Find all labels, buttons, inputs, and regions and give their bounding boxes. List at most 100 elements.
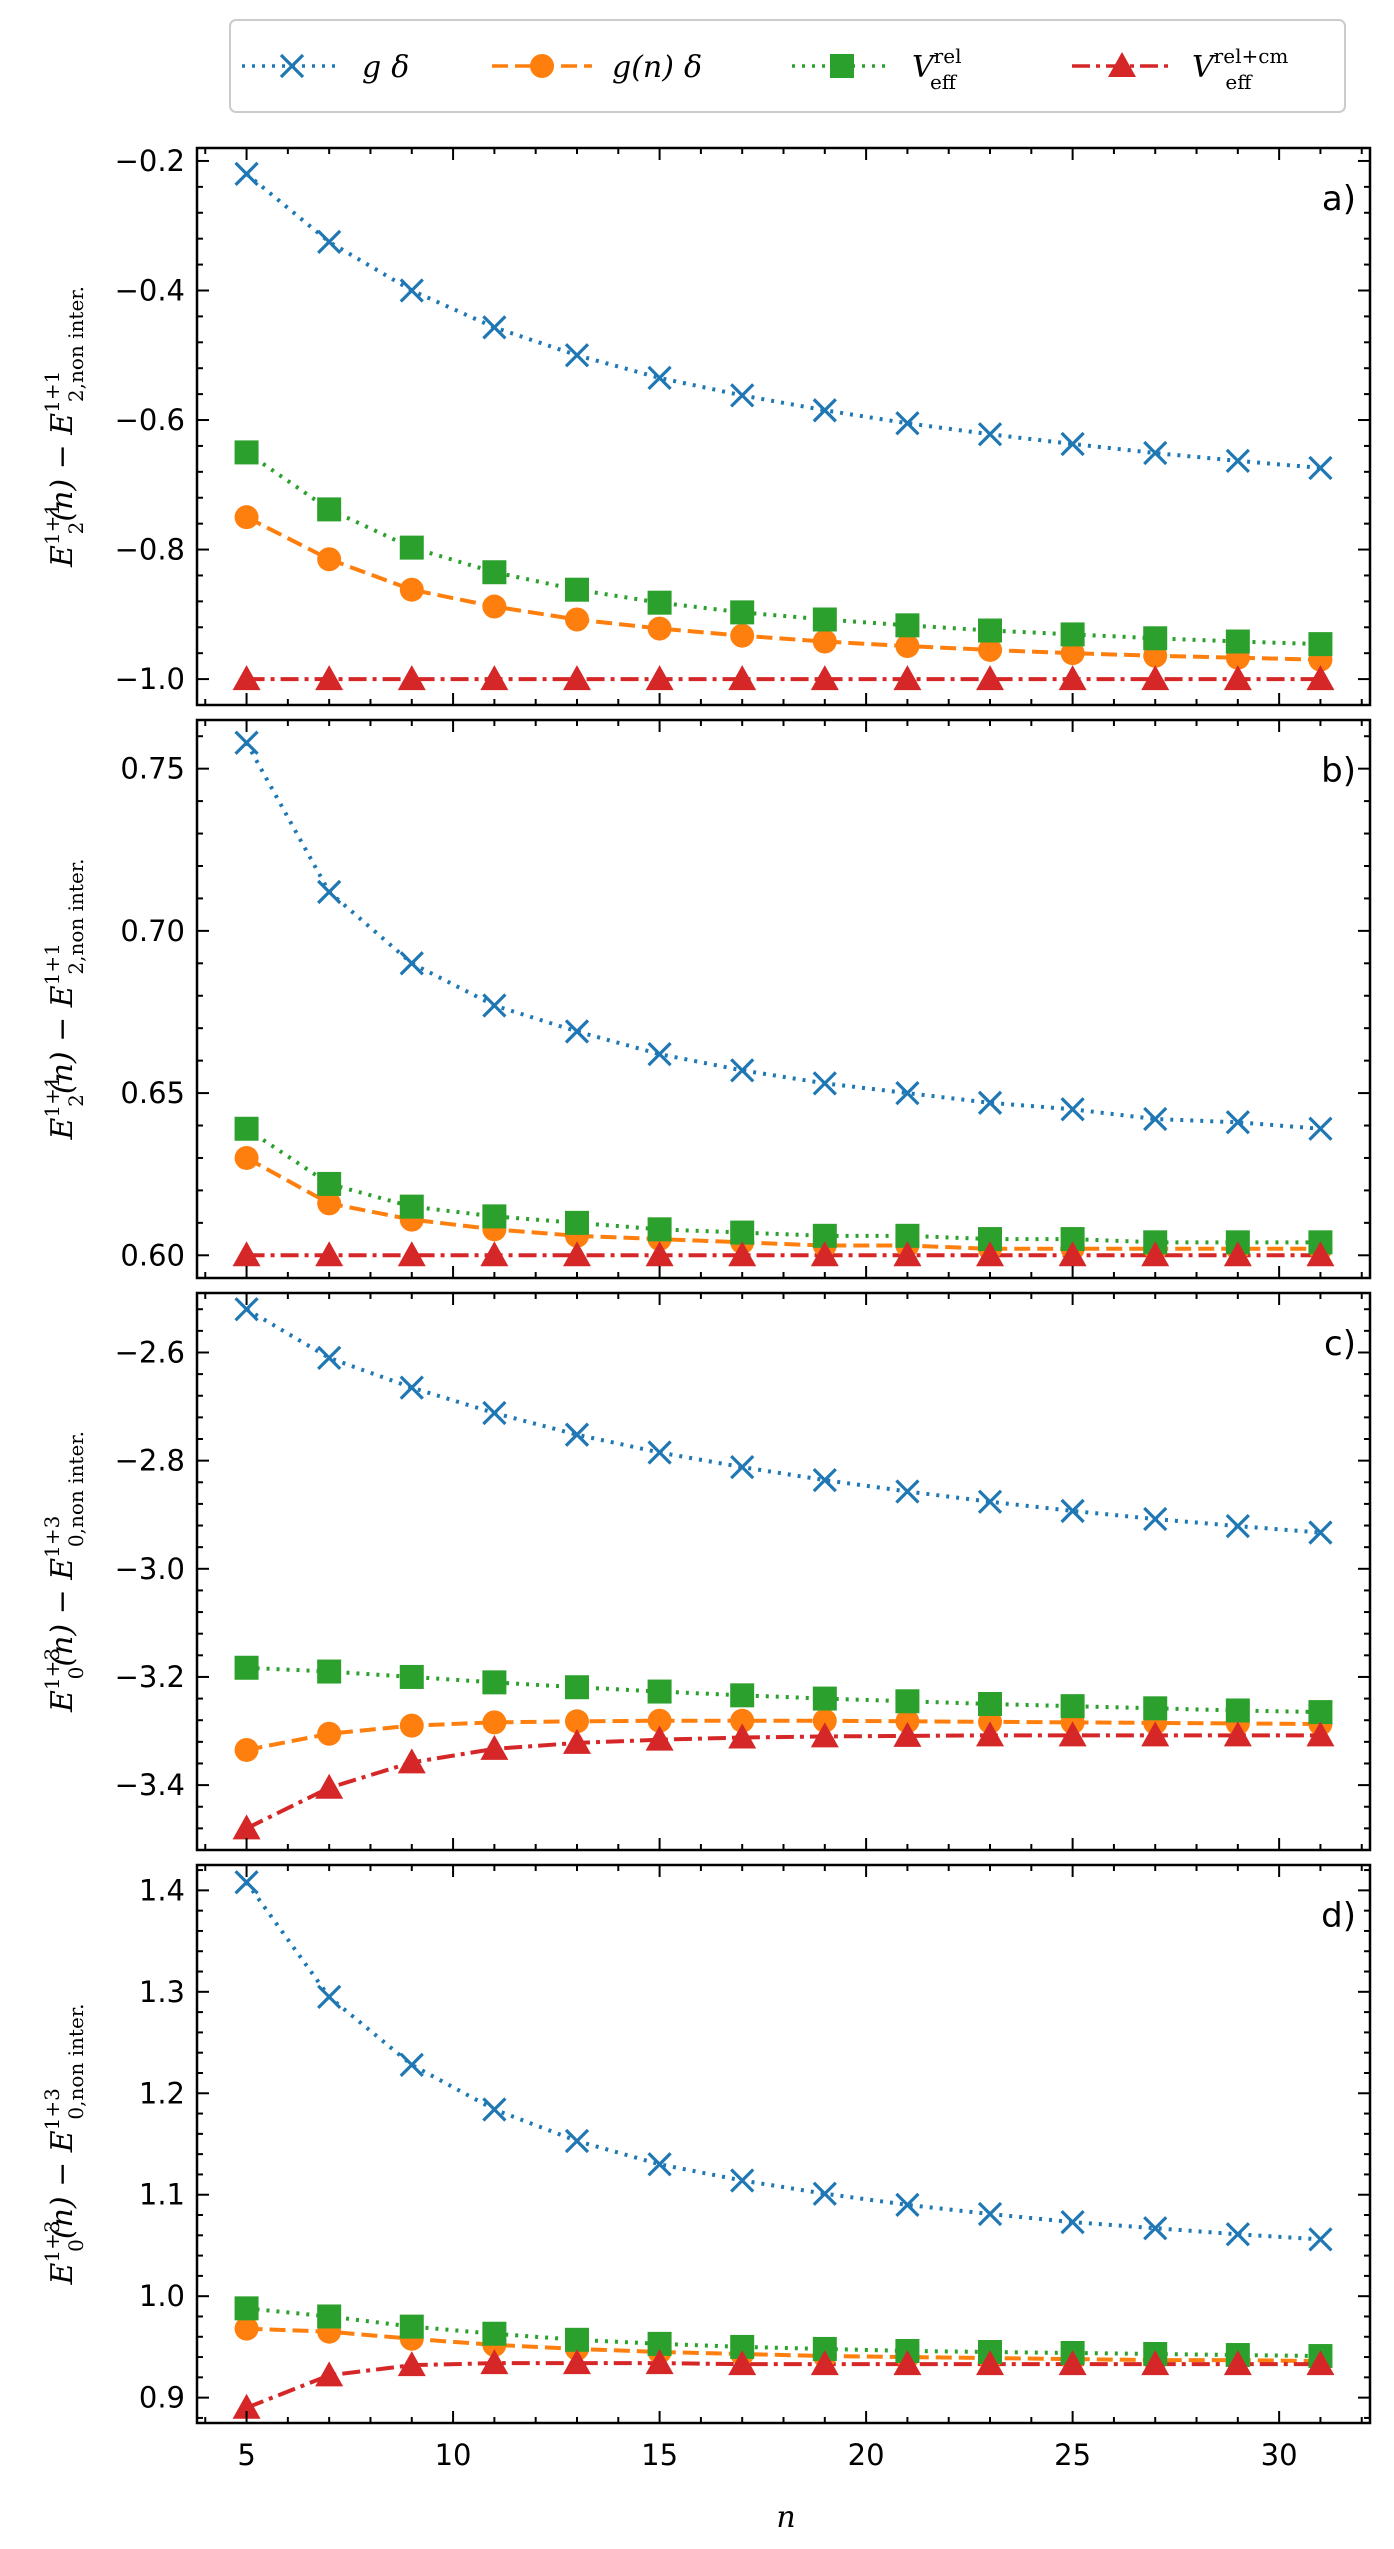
y-tick-label: −3.2	[115, 1660, 185, 1694]
data-point-veffrelcm	[397, 1241, 426, 1267]
y-tick-label: −3.4	[115, 1768, 185, 1802]
data-point-veffrelcm	[1223, 1241, 1252, 1267]
data-point-gdelta	[730, 383, 755, 408]
chart-panel-3: −2.6 −2.8 −3.0 −3.2 −3.4 c) E1+30(n) − E1+30,n…	[40, 1291, 1372, 1852]
series-line-gndelta	[245, 515, 1321, 662]
data-point-veffrelcm	[562, 2349, 591, 2375]
data-point-veffrelcm	[1058, 2350, 1087, 2376]
data-point-veffrelcm	[645, 1725, 674, 1751]
y-tick-label: −0.6	[115, 403, 185, 437]
data-point-veffrel	[482, 2321, 507, 2346]
data-point-veffrelcm	[1141, 2350, 1170, 2376]
legend-entry-gndelta: g(n) δ	[492, 50, 702, 85]
data-point-gdelta	[1225, 1513, 1250, 1539]
data-point-veffrel	[647, 590, 672, 615]
series-line-veffrelcm	[245, 2361, 1321, 2410]
data-point-gdelta	[234, 1297, 259, 1322]
data-point-gdelta	[399, 1375, 424, 1400]
panel-label: a)	[1322, 179, 1356, 219]
data-point-veffrelcm	[728, 2350, 757, 2376]
data-point-gdelta	[564, 1422, 590, 1447]
panel-label: d)	[1321, 1896, 1356, 1936]
data-point-veffrel	[564, 577, 589, 602]
y-axis-label: E1+12(n) − E1+12,non inter.	[40, 286, 88, 568]
legend-marker-gndelta	[530, 54, 554, 78]
plot-frame	[195, 1291, 1372, 1852]
data-point-gdelta	[730, 2168, 755, 2193]
y-tick-label: 1.3	[139, 1975, 185, 2009]
data-point-veffrelcm	[232, 2393, 261, 2419]
data-point-veffrelcm	[1058, 1721, 1087, 1747]
data-point-gdelta	[399, 951, 424, 976]
data-point-veffrel	[895, 613, 920, 638]
data-point-gdelta	[564, 2128, 590, 2154]
data-point-veffrel	[730, 1683, 755, 1708]
y-tick-label: 0.65	[120, 1076, 185, 1110]
chart-panel-1: −0.2 −0.4 −0.6 −0.8 −1.0 a) E1+12(n) − E1+12,n…	[40, 144, 1372, 707]
data-point-veffrelcm	[810, 1722, 839, 1748]
data-point-veffrel	[647, 1217, 672, 1242]
data-point-gdelta	[1060, 1498, 1085, 1524]
legend-marker-veffrel	[830, 54, 854, 78]
data-point-veffrelcm	[232, 1241, 261, 1267]
data-point-veffrelcm	[645, 665, 674, 691]
data-point-veffrel	[482, 560, 507, 585]
data-point-gdelta	[647, 2152, 672, 2177]
data-point-gndelta	[1060, 641, 1085, 666]
data-point-gndelta	[317, 547, 342, 572]
data-point-veffrel	[317, 2304, 342, 2329]
y-tick-label: −3.0	[115, 1552, 185, 1586]
data-point-gdelta	[1143, 1506, 1168, 1532]
data-point-veffrel	[647, 1679, 672, 1704]
y-axis-label: E1+30(n) − E1+30,non inter.	[40, 1431, 88, 1713]
data-point-veffrel	[317, 497, 342, 522]
data-point-gndelta	[564, 607, 589, 632]
legend-label-gndelta: g(n) δ	[612, 50, 702, 85]
data-point-veffrelcm	[397, 665, 426, 691]
data-point-veffrelcm	[480, 1241, 509, 1267]
data-point-veffrelcm	[480, 2349, 509, 2375]
legend: g δ g(n) δ Vrel eff Vrel+cm eff	[229, 19, 1346, 113]
y-axis-label: E1+12(n) − E1+12,non inter.	[40, 858, 88, 1140]
data-point-veffrelcm	[1306, 1721, 1335, 1747]
y-tick-label: −1.0	[115, 662, 185, 696]
data-point-veffrelcm	[315, 1773, 344, 1799]
legend-entry-veffrelcm: Vrel+cm eff	[1072, 44, 1288, 94]
data-point-gdelta	[564, 343, 590, 368]
data-point-veffrelcm	[1306, 665, 1335, 691]
data-point-veffrel	[1143, 626, 1168, 651]
y-tick-label: 0.70	[120, 914, 185, 948]
data-point-veffrel	[1225, 1698, 1250, 1723]
data-point-gndelta	[317, 1721, 342, 1746]
data-point-gdelta	[1060, 431, 1085, 457]
data-point-veffrelcm	[1141, 1721, 1170, 1747]
data-point-gdelta	[234, 161, 259, 187]
data-point-gndelta	[234, 1145, 259, 1170]
plot-frame	[195, 1863, 1372, 2425]
data-point-veffrel	[1308, 1700, 1333, 1725]
data-point-gdelta	[895, 1080, 920, 1106]
data-point-gdelta	[647, 365, 672, 391]
data-point-gdelta	[730, 1454, 755, 1480]
series-line-gndelta	[246, 1718, 1321, 1752]
data-point-gndelta	[482, 1710, 507, 1735]
data-point-veffrelcm	[562, 1728, 591, 1754]
data-point-veffrel	[317, 1171, 342, 1196]
data-point-gndelta	[399, 577, 424, 602]
data-point-veffrelcm	[315, 665, 344, 691]
data-point-gndelta	[317, 1191, 342, 1216]
data-point-veffrel	[399, 1194, 424, 1219]
data-point-veffrelcm	[1058, 665, 1087, 691]
data-point-veffrelcm	[397, 2351, 426, 2377]
data-point-gdelta	[1060, 2209, 1085, 2235]
y-tick-label: −0.4	[115, 273, 185, 307]
data-point-veffrel	[1060, 622, 1085, 647]
data-point-veffrelcm	[1306, 1241, 1335, 1267]
data-point-gndelta	[399, 1713, 424, 1738]
series-line-gdelta	[245, 172, 1321, 470]
data-point-veffrelcm	[728, 665, 757, 691]
data-point-veffrelcm	[315, 2361, 344, 2387]
data-point-gdelta	[1308, 455, 1333, 481]
data-point-veffrelcm	[976, 1721, 1005, 1747]
data-point-gdelta	[977, 1489, 1003, 1514]
